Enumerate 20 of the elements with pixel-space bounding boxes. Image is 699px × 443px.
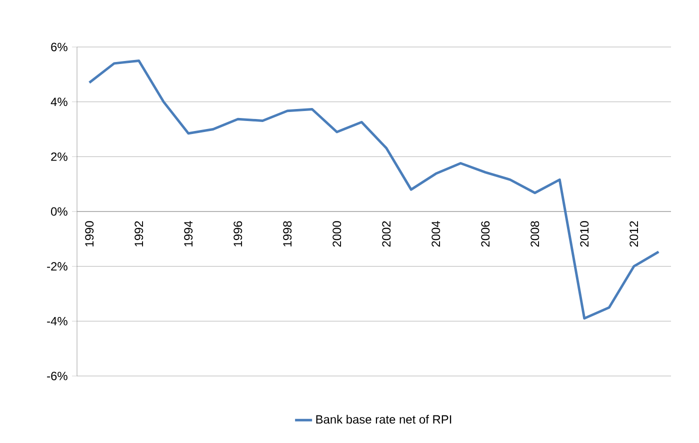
x-tick-label: 2012 bbox=[630, 221, 638, 247]
y-tick-label: 0% bbox=[51, 207, 68, 216]
x-tick-label: 2002 bbox=[382, 221, 391, 247]
y-tick-label: -6% bbox=[47, 372, 68, 380]
y-tick-label: -2% bbox=[47, 262, 68, 271]
x-tick-label: 2000 bbox=[332, 221, 342, 247]
x-tick-label: 1998 bbox=[283, 221, 292, 246]
y-tick-label: 6% bbox=[51, 42, 68, 52]
x-tick-label: 2006 bbox=[481, 221, 490, 247]
x-tick-label: 1990 bbox=[85, 221, 94, 246]
x-tick-label: 1994 bbox=[184, 221, 193, 246]
legend-label: Bank base rate net of RPI bbox=[316, 414, 452, 424]
y-tick-label: 2% bbox=[51, 152, 68, 161]
y-tick-label: 4% bbox=[50, 98, 68, 106]
x-tick-label: 2010 bbox=[580, 221, 589, 247]
x-tick-label: 2004 bbox=[432, 221, 440, 247]
y-tick-label: -4% bbox=[47, 316, 68, 326]
x-tick-label: 1996 bbox=[234, 221, 242, 246]
x-tick-label: 1992 bbox=[134, 221, 144, 246]
x-tick-label: 2008 bbox=[530, 221, 540, 247]
